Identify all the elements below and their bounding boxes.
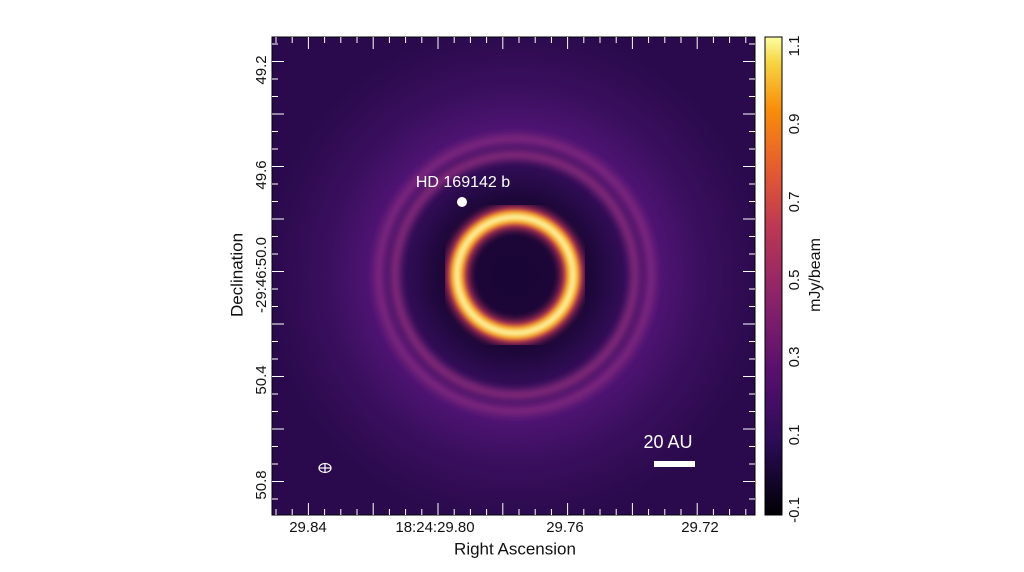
sky-image [272,37,755,515]
colorbar-label: mJy/beam [807,238,824,312]
colorbar-tick-label: -0.1 [786,497,803,523]
tick-marks [272,37,770,515]
x-tick-label: 29.84 [289,519,327,536]
colorbar-tick-label: 0.1 [786,425,803,446]
y-tick-label: 50.8 [253,470,270,499]
x-tick-label: 18:24:29.80 [395,519,474,536]
colorbar-tick-label: 0.3 [786,347,803,368]
colorbar-tick-label: 0.5 [786,270,803,291]
beam [318,462,332,474]
planet-marker [457,197,467,207]
image-frame [271,36,756,516]
colorbar-tick-label: 0.7 [786,192,803,213]
colorbar-tick-label: 1.1 [786,36,803,57]
y-tick-label: 49.6 [253,160,270,189]
planet-label: HD 169142 b [416,174,510,191]
scale-bar-label: 20 AU [643,432,692,452]
x-tick-label: 29.72 [681,519,719,536]
y-tick-label: -29:46:50.0 [253,237,270,313]
colorbar-tick-label: 0.9 [786,114,803,135]
y-axis-label: Declination [227,233,246,317]
x-axis-label: Right Ascension [454,539,576,558]
colorbar [764,36,783,516]
x-tick-label: 29.76 [546,519,584,536]
y-tick-label: 50.4 [253,365,270,394]
scale-bar [654,461,695,467]
y-tick-label: 49.2 [253,55,270,84]
